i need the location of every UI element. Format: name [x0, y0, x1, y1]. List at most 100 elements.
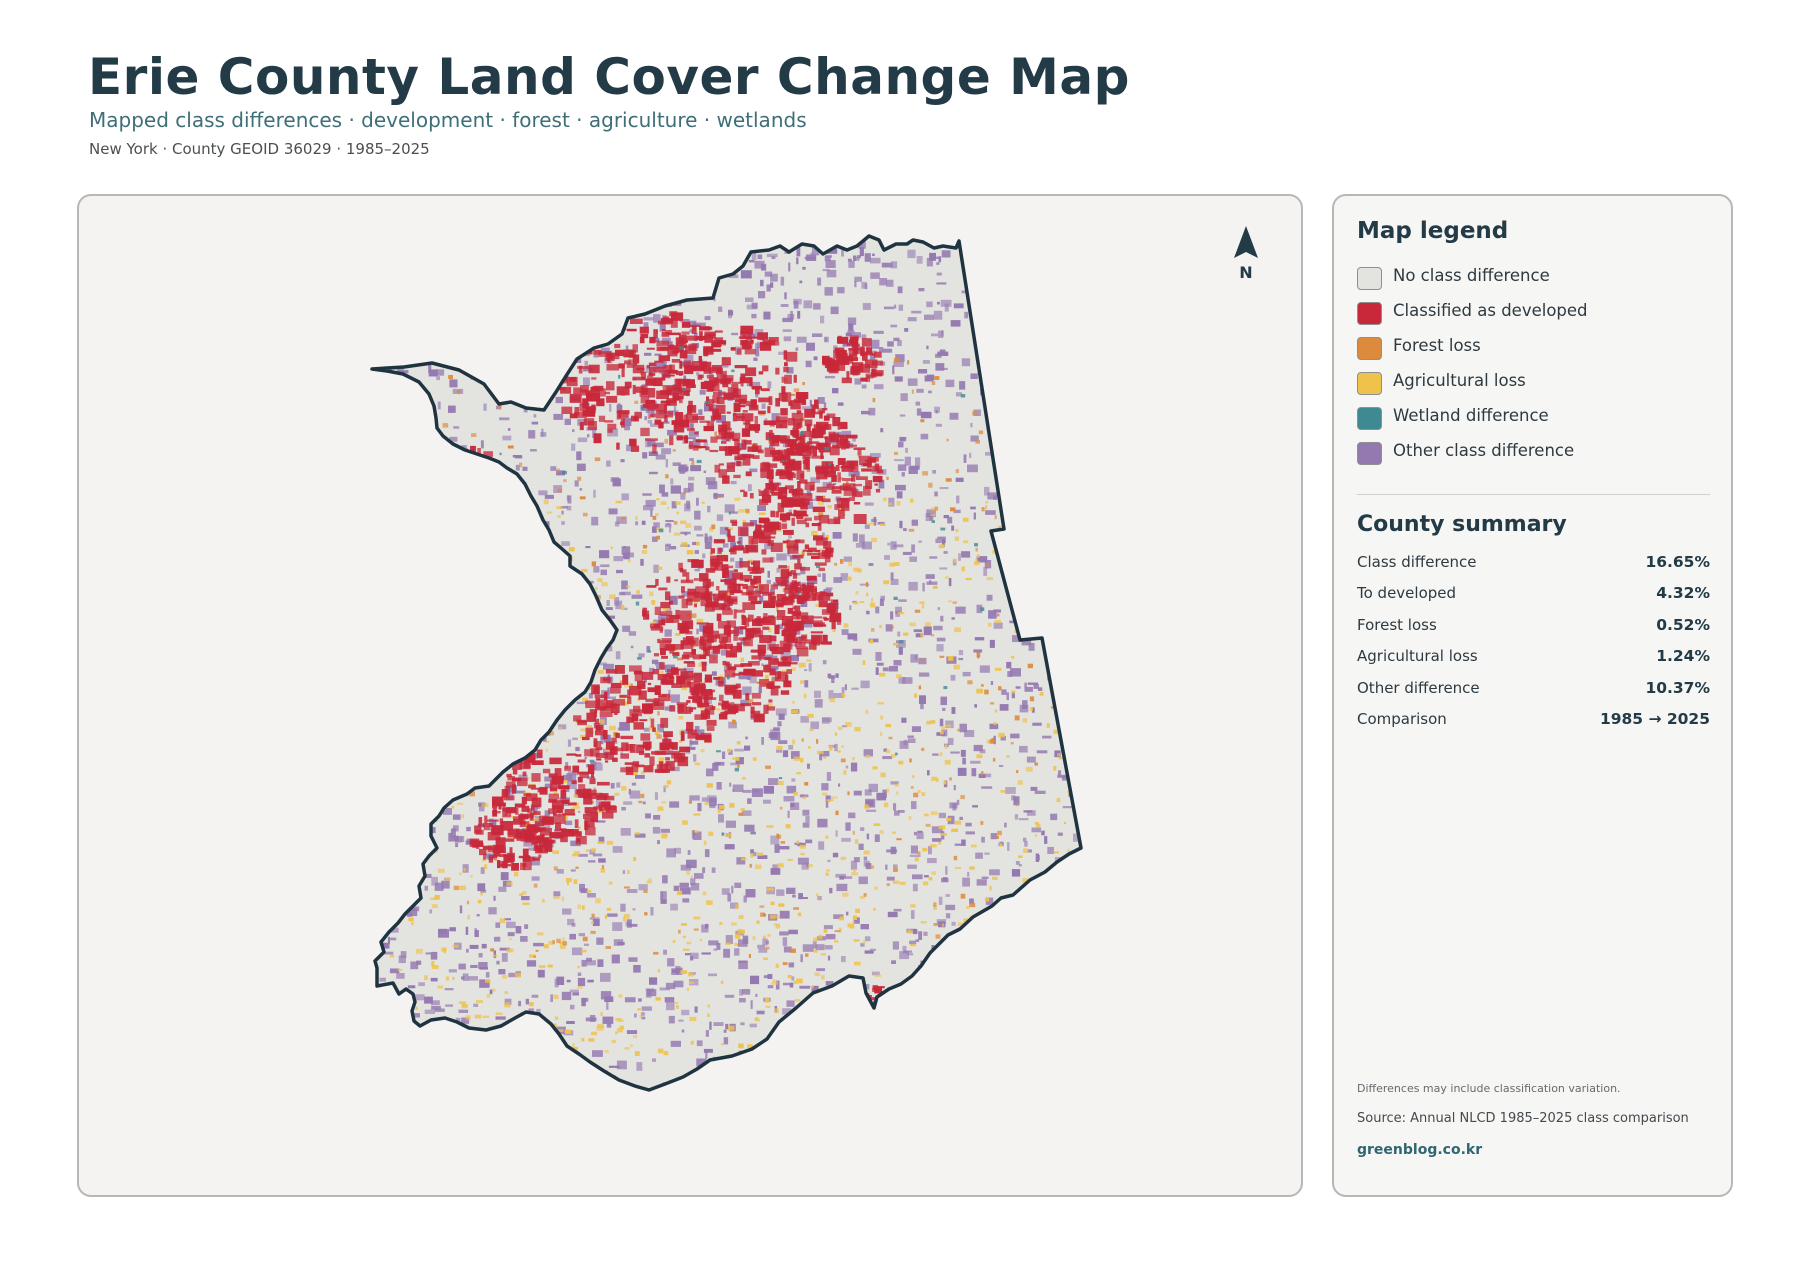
- change-pixel: [741, 810, 752, 816]
- change-pixel: [720, 980, 724, 984]
- change-pixel: [680, 923, 687, 926]
- change-pixel: [662, 1093, 665, 1098]
- change-pixel: [788, 1024, 797, 1029]
- change-pixel: [820, 451, 824, 459]
- change-pixel: [841, 693, 846, 698]
- change-pixel: [785, 351, 798, 362]
- change-pixel: [1031, 281, 1040, 289]
- change-pixel: [1056, 797, 1061, 803]
- change-pixel: [796, 772, 801, 775]
- change-pixel: [644, 753, 651, 758]
- change-pixel: [750, 381, 761, 389]
- change-pixel: [755, 430, 759, 433]
- change-pixel: [660, 828, 670, 833]
- change-pixel: [872, 475, 883, 483]
- change-pixel: [643, 277, 654, 286]
- change-pixel: [467, 915, 470, 920]
- change-pixel: [759, 595, 764, 603]
- change-pixel: [1039, 1093, 1047, 1098]
- change-pixel: [893, 660, 902, 666]
- change-pixel: [700, 707, 705, 710]
- change-pixel: [990, 1075, 1001, 1085]
- change-pixel: [637, 1008, 641, 1011]
- change-pixel: [569, 933, 576, 940]
- change-pixel: [731, 521, 738, 526]
- change-pixel: [993, 1048, 1000, 1051]
- change-pixel: [722, 660, 727, 666]
- change-pixel: [1026, 563, 1032, 567]
- change-pixel: [981, 684, 984, 687]
- change-pixel: [985, 929, 989, 933]
- change-pixel: [583, 512, 588, 517]
- county-map[interactable]: [79, 196, 1303, 1197]
- change-pixel: [696, 534, 704, 537]
- change-pixel: [792, 1088, 797, 1090]
- change-pixel: [528, 847, 535, 851]
- change-pixel: [623, 914, 630, 919]
- change-pixel: [892, 831, 896, 834]
- change-pixel: [768, 337, 779, 342]
- change-pixel: [570, 277, 581, 287]
- change-pixel: [406, 293, 413, 301]
- change-pixel: [1068, 643, 1075, 647]
- change-pixel: [634, 1051, 640, 1056]
- change-pixel: [955, 477, 964, 482]
- change-pixel: [434, 700, 439, 706]
- change-pixel: [685, 366, 689, 369]
- change-pixel: [748, 535, 754, 545]
- change-pixel: [732, 572, 743, 580]
- change-pixel: [888, 1038, 892, 1043]
- change-pixel: [429, 668, 432, 671]
- change-pixel: [1042, 305, 1050, 310]
- change-pixel: [466, 778, 471, 785]
- change-pixel: [721, 888, 730, 895]
- change-pixel: [669, 435, 674, 446]
- change-pixel: [749, 571, 762, 574]
- change-pixel: [796, 336, 807, 343]
- change-pixel: [1063, 602, 1066, 608]
- change-pixel: [526, 1046, 532, 1049]
- change-pixel: [681, 542, 688, 547]
- change-pixel: [504, 724, 508, 732]
- change-pixel: [985, 505, 988, 510]
- change-pixel: [804, 782, 809, 786]
- change-pixel: [863, 749, 873, 757]
- change-pixel: [851, 465, 859, 472]
- change-pixel: [865, 582, 869, 587]
- change-pixel: [588, 631, 597, 636]
- change-pixel: [486, 252, 497, 262]
- change-pixel: [569, 294, 577, 297]
- change-pixel: [566, 658, 573, 663]
- change-pixel: [700, 361, 708, 369]
- change-pixel: [453, 426, 460, 429]
- change-pixel: [667, 410, 679, 416]
- change-pixel: [565, 238, 574, 242]
- map-panel[interactable]: [77, 194, 1303, 1197]
- change-pixel: [585, 700, 598, 709]
- change-pixel: [666, 780, 672, 785]
- change-pixel: [531, 260, 537, 265]
- change-pixel: [930, 720, 936, 724]
- change-pixel: [871, 470, 880, 474]
- change-pixel: [652, 827, 661, 834]
- change-pixel: [422, 713, 426, 719]
- change-pixel: [665, 330, 673, 335]
- change-pixel: [885, 1078, 889, 1083]
- change-pixel: [622, 916, 627, 922]
- change-pixel: [443, 660, 447, 664]
- change-pixel: [984, 261, 990, 266]
- change-pixel: [826, 869, 831, 872]
- change-pixel: [796, 247, 801, 257]
- change-pixel: [432, 257, 442, 264]
- change-pixel: [1000, 277, 1003, 284]
- change-pixel: [811, 435, 818, 439]
- change-pixel: [860, 680, 870, 689]
- change-pixel: [408, 683, 419, 687]
- change-pixel: [899, 881, 906, 885]
- change-pixel: [770, 835, 780, 845]
- change-pixel: [1020, 331, 1024, 338]
- change-pixel: [1041, 468, 1050, 477]
- change-pixel: [388, 645, 392, 650]
- change-pixel: [788, 262, 791, 272]
- change-pixel: [865, 709, 869, 714]
